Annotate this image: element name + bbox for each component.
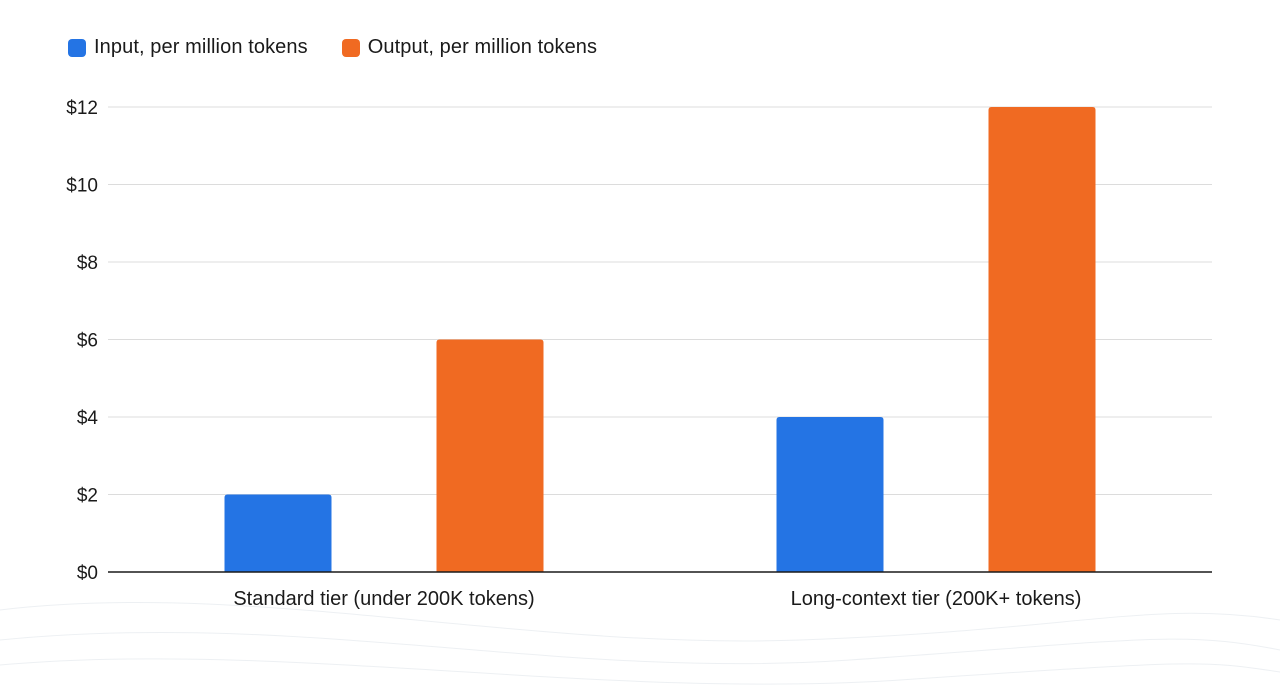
y-tick-label: $4: [77, 408, 99, 429]
y-tick-label: $10: [66, 176, 98, 197]
y-tick-label: $6: [77, 331, 98, 352]
background-curve-2: [0, 658, 1280, 685]
legend-item-input: Input, per million tokens: [68, 36, 308, 59]
y-tick-label: $2: [77, 486, 98, 507]
y-tick-label: $12: [66, 98, 98, 119]
x-category-label: Standard tier (under 200K tokens): [233, 588, 534, 610]
x-axis-category-labels: Standard tier (under 200K tokens) Long-co…: [233, 588, 1081, 610]
background-curve-0: [0, 601, 1280, 642]
y-tick-label: $0: [77, 563, 98, 584]
x-category-label: Long-context tier (200K+ tokens): [791, 588, 1082, 610]
y-tick-label: $8: [77, 253, 98, 274]
chart-legend: Input, per million tokens Output, per mi…: [68, 36, 631, 59]
bar-input-0: [224, 494, 332, 572]
bar-output-0: [436, 339, 544, 572]
bars: [224, 107, 1096, 572]
bar-input-1: [776, 417, 884, 572]
legend-swatch-input: [68, 38, 86, 57]
bar-output-1: [988, 107, 1096, 572]
legend-item-output: Output, per million tokens: [341, 36, 598, 59]
y-axis-tick-labels: $0 $2 $4 $6 $8 $10 $12: [66, 98, 98, 584]
legend-swatch-output: [341, 38, 360, 57]
background-curve-1: [0, 631, 1280, 665]
legend-label-output: Output, per million tokens: [367, 36, 598, 58]
background-decoration: [0, 601, 1280, 685]
legend-label-input: Input, per million tokens: [94, 36, 308, 58]
